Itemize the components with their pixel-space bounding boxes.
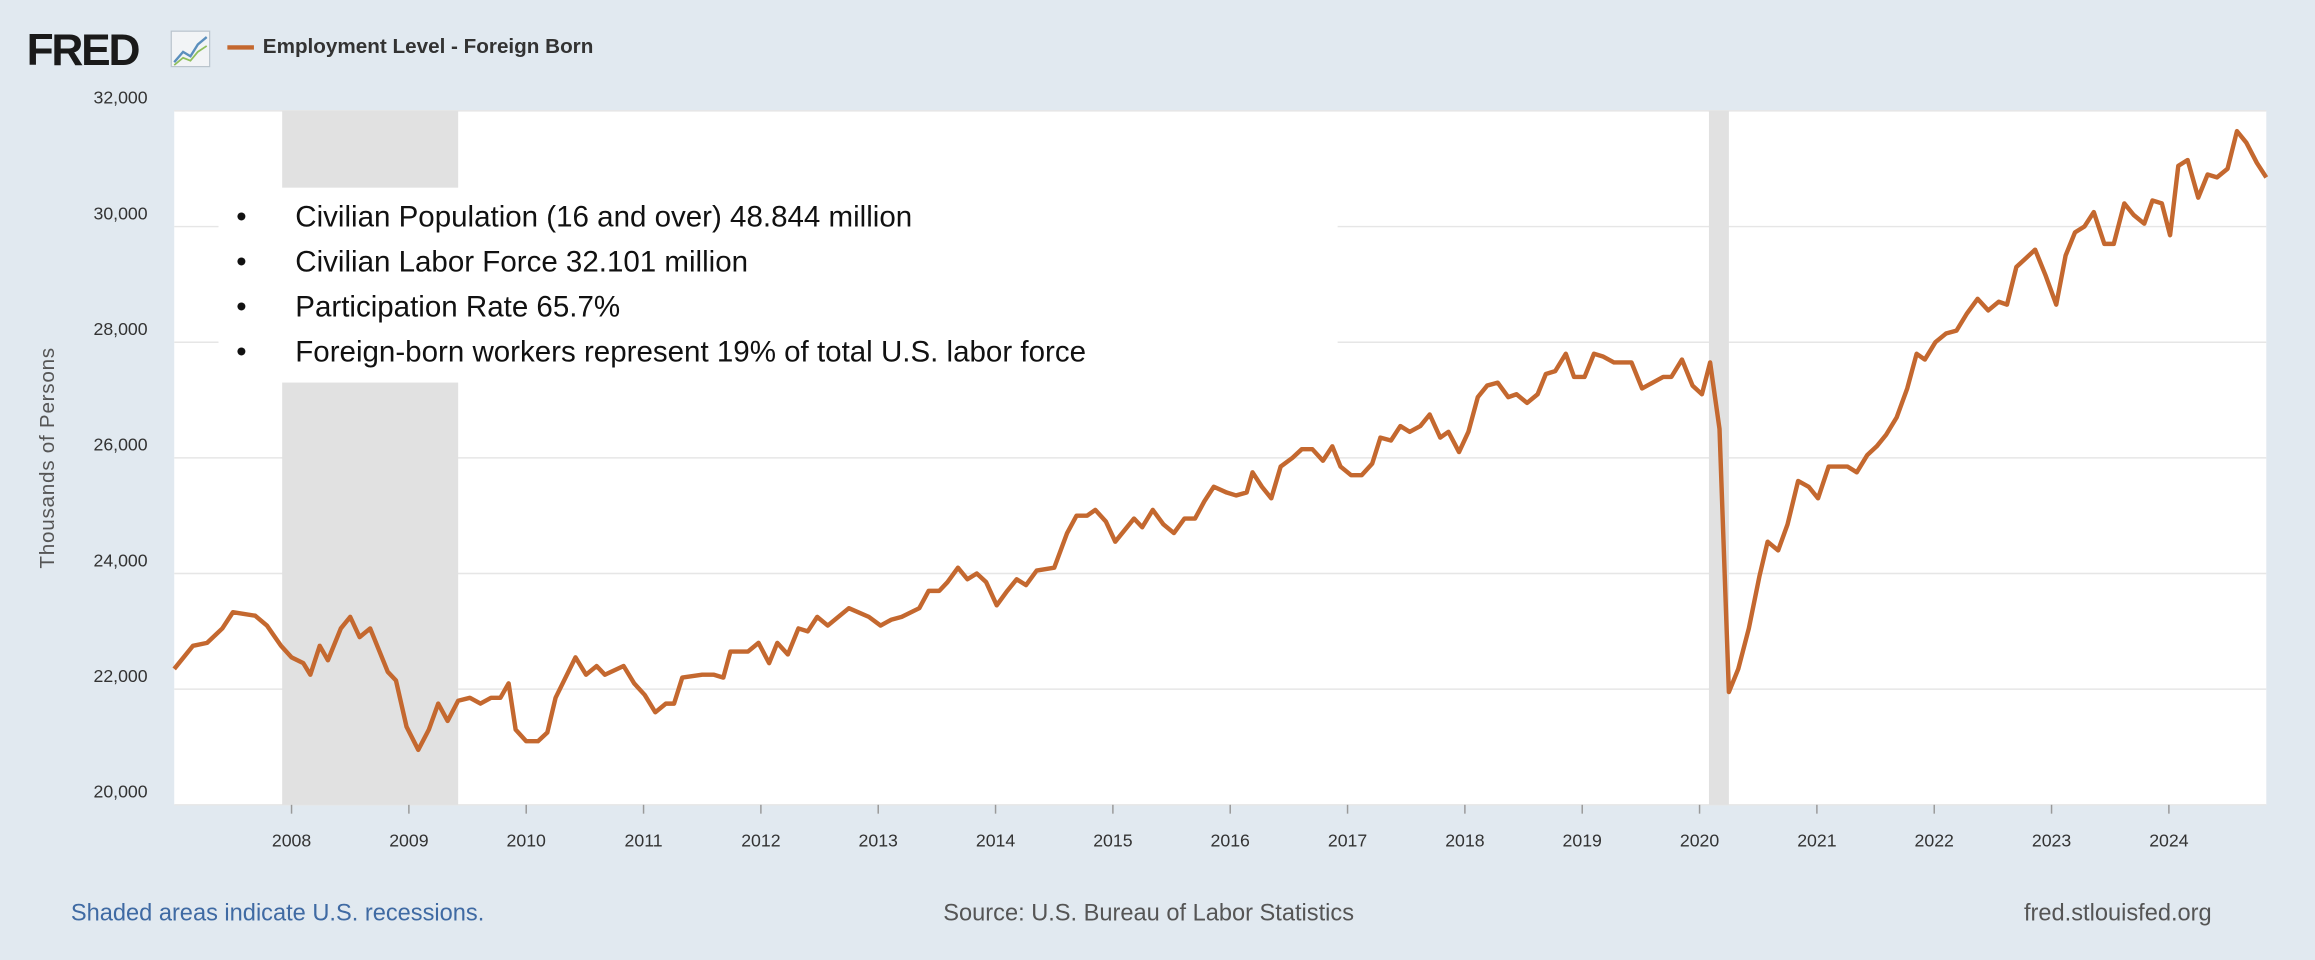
site: fred.stlouisfed.org xyxy=(2024,900,2212,926)
y-tick-label: 20,000 xyxy=(93,782,147,802)
x-tick-label: 2024 xyxy=(2149,830,2189,850)
x-tick-label: 2021 xyxy=(1797,830,1836,850)
x-tick-label: 2019 xyxy=(1563,830,1602,850)
annotation-text: Participation Rate 65.7% xyxy=(295,291,620,324)
x-tick-label: 2022 xyxy=(1915,830,1954,850)
annotation-text: Civilian Population (16 and over) 48.844… xyxy=(295,200,912,233)
annotation-bullet: • xyxy=(236,200,246,233)
legend-label: Employment Level - Foreign Born xyxy=(263,35,594,58)
y-tick-label: 28,000 xyxy=(93,319,147,339)
x-tick-label: 2017 xyxy=(1328,830,1367,850)
series-line xyxy=(172,128,2269,753)
x-tick-label: 2015 xyxy=(1093,830,1133,850)
x-tick-label: 2020 xyxy=(1680,830,1720,850)
annotation-text: Civilian Labor Force 32.101 million xyxy=(295,246,748,279)
source: Source: U.S. Bureau of Labor Statistics xyxy=(943,900,1354,926)
x-tick-label: 2012 xyxy=(741,830,780,850)
x-tick-label: 2018 xyxy=(1445,830,1485,850)
x-tick-label: 2023 xyxy=(2032,830,2072,850)
x-tick-label: 2009 xyxy=(389,830,428,850)
annotation-text: Foreign-born workers represent 19% of to… xyxy=(295,336,1086,369)
x-tick-label: 2013 xyxy=(859,830,899,850)
x-tick-label: 2011 xyxy=(625,830,663,850)
y-tick-label: 24,000 xyxy=(93,550,147,570)
logo: FRED xyxy=(27,26,140,75)
annotation-bullet: • xyxy=(236,336,246,369)
annotation-bullet: • xyxy=(236,246,246,279)
recession-note: Shaded areas indicate U.S. recessions. xyxy=(71,900,484,926)
y-tick-label: 32,000 xyxy=(93,88,147,108)
annotation-bullet: • xyxy=(236,291,246,324)
x-tick-label: 2014 xyxy=(976,830,1016,850)
logo-icon xyxy=(170,30,211,68)
y-axis-label: Thousands of Persons xyxy=(36,347,59,568)
x-tick-label: 2008 xyxy=(272,830,312,850)
x-tick-label: 2010 xyxy=(507,830,547,850)
y-tick-label: 22,000 xyxy=(93,666,147,686)
y-tick-label: 30,000 xyxy=(93,203,147,223)
y-tick-label: 26,000 xyxy=(93,435,147,455)
x-tick-label: 2016 xyxy=(1211,830,1251,850)
annotation-box xyxy=(218,187,1338,383)
